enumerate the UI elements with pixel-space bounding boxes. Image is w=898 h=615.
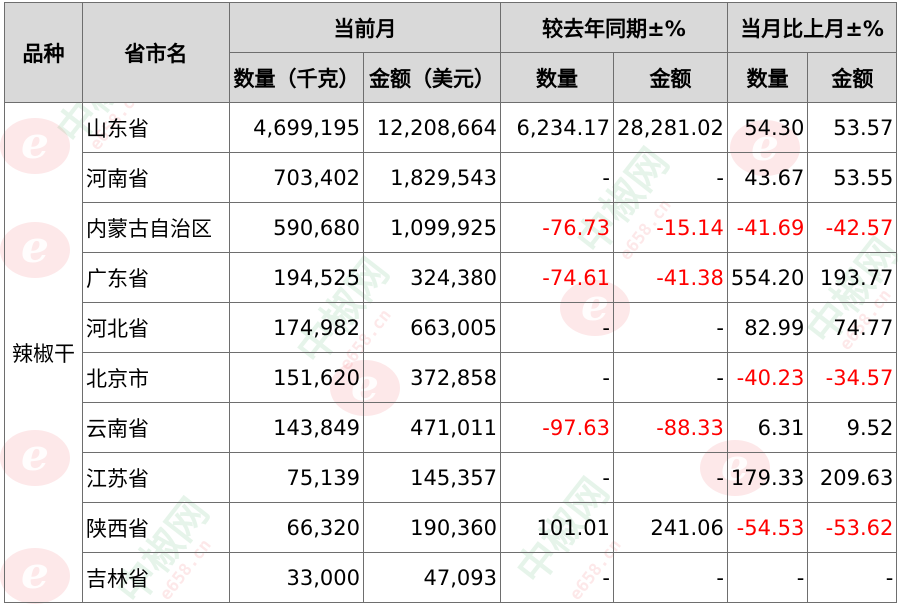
- yoy-amount-cell: -88.33: [613, 402, 728, 453]
- yoy-amount-cell: 241.06: [613, 502, 728, 553]
- amount-cell: 663,005: [363, 302, 501, 353]
- mom-qty-cell: -40.23: [726, 352, 809, 403]
- yoy-qty-cell: -: [500, 352, 614, 403]
- yoy-amount-cell: -: [613, 352, 728, 403]
- province-cell: 山东省: [82, 102, 230, 153]
- amount-cell: 372,858: [363, 352, 501, 403]
- variety-cell: 辣椒干: [4, 102, 83, 603]
- yoy-qty-cell: -: [500, 152, 614, 203]
- header-current-amount: 金额（美元）: [363, 52, 501, 103]
- province-cell: 内蒙古自治区: [82, 202, 230, 253]
- amount-cell: 471,011: [363, 402, 501, 453]
- header-current-month: 当前月: [229, 2, 501, 53]
- mom-amount-cell: -34.57: [807, 352, 898, 403]
- table-row: 河南省 703,402 1,829,543 - - 43.67 53.55: [5, 152, 898, 203]
- mom-qty-cell: -54.53: [726, 502, 809, 553]
- province-cell: 河北省: [82, 302, 230, 353]
- header-variety: 品种: [4, 2, 83, 103]
- qty-cell: 151,620: [229, 352, 364, 403]
- amount-cell: 1,829,543: [363, 152, 501, 203]
- province-cell: 广东省: [82, 252, 230, 303]
- qty-cell: 703,402: [229, 152, 364, 203]
- mom-qty-cell: 6.31: [726, 402, 809, 453]
- qty-cell: 33,000: [229, 552, 364, 603]
- header-mom-amount: 金额: [807, 52, 898, 103]
- header-yoy-qty: 数量: [500, 52, 614, 103]
- header-mom-qty: 数量: [726, 52, 809, 103]
- yoy-amount-cell: -: [613, 452, 728, 503]
- yoy-amount-cell: -: [613, 552, 728, 603]
- yoy-qty-cell: -74.61: [500, 252, 614, 303]
- amount-cell: 47,093: [363, 552, 501, 603]
- mom-amount-cell: -53.62: [807, 502, 898, 553]
- header-province: 省市名: [82, 2, 230, 103]
- header-yoy-amount: 金额: [613, 52, 728, 103]
- mom-qty-cell: -41.69: [726, 202, 809, 253]
- yoy-qty-cell: 6,234.17: [500, 102, 614, 153]
- header-mom-change: 当月比上月±%: [726, 2, 898, 53]
- mom-amount-cell: 53.57: [807, 102, 898, 153]
- mom-qty-cell: 179.33: [726, 452, 809, 503]
- yoy-amount-cell: -: [613, 302, 728, 353]
- table-row: 辣椒干 山东省 4,699,195 12,208,664 6,234.17 28…: [4, 102, 898, 603]
- pepper-trade-table: 品种 省市名 当前月 较去年同期±% 当月比上月±% 数量（千克） 金额（美元）…: [4, 2, 898, 603]
- province-cell: 云南省: [82, 402, 230, 453]
- qty-cell: 75,139: [229, 452, 364, 503]
- mom-qty-cell: 554.20: [726, 252, 809, 303]
- province-cell: 陕西省: [82, 502, 230, 553]
- qty-cell: 194,525: [229, 252, 364, 303]
- amount-cell: 1,099,925: [363, 202, 501, 253]
- header-yoy-change: 较去年同期±%: [500, 2, 728, 53]
- mom-amount-cell: -: [807, 552, 898, 603]
- mom-amount-cell: 209.63: [807, 452, 898, 503]
- yoy-qty-cell: -76.73: [500, 202, 614, 253]
- province-cell: 河南省: [82, 152, 230, 203]
- mom-qty-cell: 54.30: [726, 102, 809, 153]
- mom-qty-cell: 82.99: [726, 302, 809, 353]
- qty-cell: 4,699,195: [229, 102, 364, 153]
- yoy-qty-cell: -: [500, 452, 614, 503]
- yoy-amount-cell: -41.38: [613, 252, 728, 303]
- mom-amount-cell: 74.77: [807, 302, 898, 353]
- amount-cell: 12,208,664: [363, 102, 501, 153]
- table-row: 云南省 143,849 471,011 -97.63 -88.33 6.31 9…: [5, 402, 898, 453]
- table-row: 吉林省 33,000 47,093 - - - -: [5, 552, 898, 603]
- qty-cell: 66,320: [229, 502, 364, 553]
- table-row: 河北省 174,982 663,005 - - 82.99 74.77: [5, 302, 898, 353]
- table-row: 内蒙古自治区 590,680 1,099,925 -76.73 -15.14 -…: [5, 202, 898, 253]
- yoy-qty-cell: -: [500, 552, 614, 603]
- qty-cell: 590,680: [229, 202, 364, 253]
- yoy-qty-cell: 101.01: [500, 502, 614, 553]
- header-current-qty: 数量（千克）: [229, 52, 364, 103]
- yoy-amount-cell: 28,281.02: [613, 102, 728, 153]
- yoy-qty-cell: -: [500, 302, 614, 353]
- amount-cell: 145,357: [363, 452, 501, 503]
- mom-amount-cell: 9.52: [807, 402, 898, 453]
- table-row: 北京市 151,620 372,858 - - -40.23 -34.57: [5, 352, 898, 403]
- yoy-amount-cell: -: [613, 152, 728, 203]
- province-cell: 北京市: [82, 352, 230, 403]
- mom-amount-cell: 193.77: [807, 252, 898, 303]
- yoy-qty-cell: -97.63: [500, 402, 614, 453]
- table-row: 江苏省 75,139 145,357 - - 179.33 209.63: [5, 452, 898, 503]
- mom-amount-cell: 53.55: [807, 152, 898, 203]
- table-row: 广东省 194,525 324,380 -74.61 -41.38 554.20…: [5, 252, 898, 303]
- table-row: 陕西省 66,320 190,360 101.01 241.06 -54.53 …: [5, 502, 898, 553]
- province-cell: 吉林省: [82, 552, 230, 603]
- mom-amount-cell: -42.57: [807, 202, 898, 253]
- qty-cell: 174,982: [229, 302, 364, 353]
- yoy-amount-cell: -15.14: [613, 202, 728, 253]
- amount-cell: 190,360: [363, 502, 501, 553]
- province-cell: 江苏省: [82, 452, 230, 503]
- mom-qty-cell: -: [726, 552, 809, 603]
- amount-cell: 324,380: [363, 252, 501, 303]
- mom-qty-cell: 43.67: [726, 152, 809, 203]
- qty-cell: 143,849: [229, 402, 364, 453]
